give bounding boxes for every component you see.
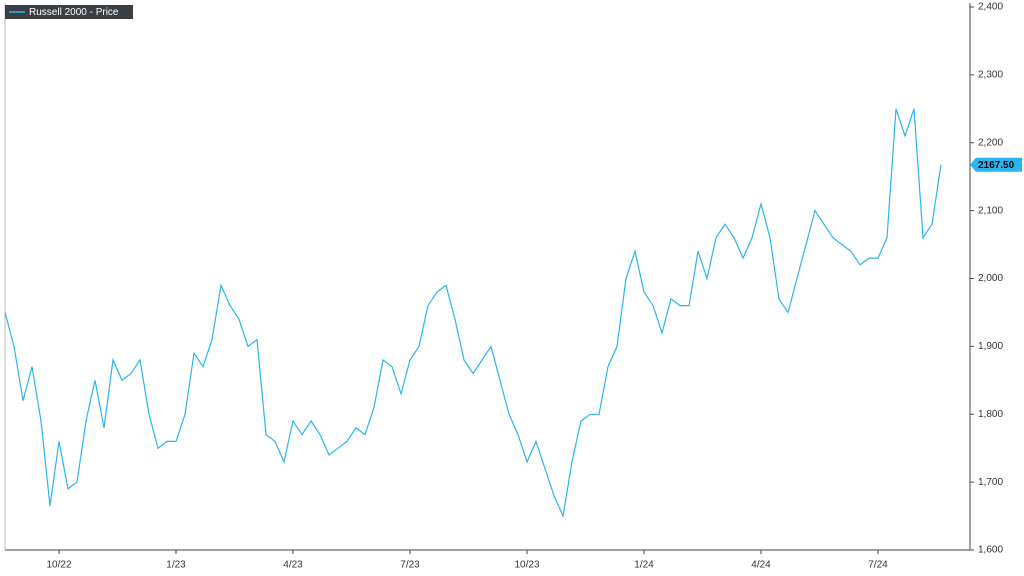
y-tick-label: 1,700 [978,477,1003,488]
x-tick-label: 1/24 [634,560,654,571]
y-tick-label: 1,800 [978,409,1003,420]
y-tick-label: 2,400 [978,2,1003,13]
x-tick-label: 10/23 [514,560,539,571]
x-tick-label: 4/23 [283,560,303,571]
x-tick-label: 7/23 [400,560,420,571]
y-tick-label: 1,600 [978,545,1003,556]
x-tick-label: 7/24 [868,560,888,571]
y-tick-label: 1,900 [978,341,1003,352]
legend-label: Russell 2000 - Price [29,7,119,18]
y-tick-label: 2,000 [978,273,1003,284]
price-callout-label: 2167.50 [978,160,1015,171]
y-tick-label: 2,300 [978,70,1003,81]
price-callout [970,157,1022,172]
price-line [4,108,942,519]
y-tick-label: 2,200 [978,137,1003,148]
x-tick-label: 4/24 [751,560,771,571]
y-tick-label: 2,100 [978,205,1003,216]
x-tick-label: 10/22 [46,560,71,571]
legend-box [5,5,133,19]
x-tick-label: 1/23 [166,560,186,571]
